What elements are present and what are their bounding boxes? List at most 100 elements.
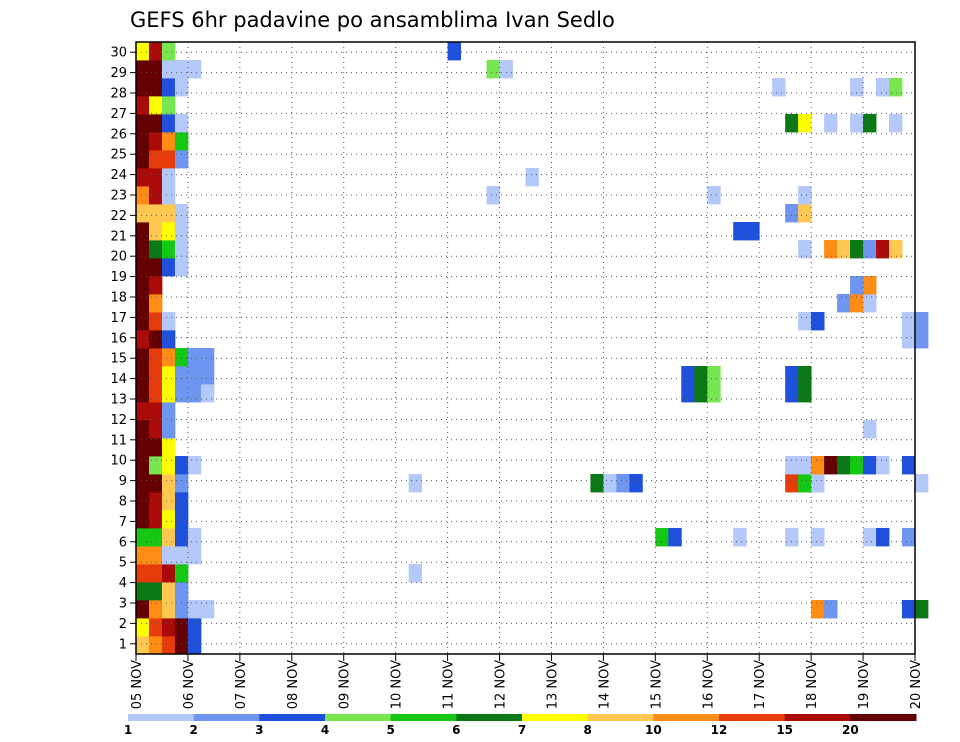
precip-cell <box>174 222 189 241</box>
precip-cell <box>148 168 163 187</box>
precip-cell <box>915 330 929 349</box>
precip-cell <box>136 456 150 475</box>
x-tick-label: 05 NOV <box>130 660 145 709</box>
precip-cell <box>148 474 163 493</box>
precip-cell <box>161 240 176 259</box>
precip-cell <box>187 546 202 565</box>
precip-cell <box>798 312 812 331</box>
precip-cell <box>148 582 163 601</box>
colorbar-swatch <box>128 714 195 721</box>
x-tick-label: 17 NOV <box>753 660 768 709</box>
precip-cell <box>161 258 176 277</box>
precip-cell <box>876 78 890 97</box>
precip-cell <box>876 240 890 259</box>
y-tick-label: 2 <box>119 617 127 632</box>
colorbar-label: 2 <box>189 723 197 737</box>
precip-cell <box>603 474 617 493</box>
precip-cell <box>876 456 890 475</box>
precip-cell <box>161 312 176 331</box>
precip-cell <box>161 510 176 529</box>
precip-cell <box>174 60 189 79</box>
precip-cell <box>174 240 189 259</box>
precip-cell <box>850 78 864 97</box>
colorbar-label: 5 <box>386 723 394 737</box>
x-tick-label: 20 NOV <box>909 660 924 709</box>
precip-cell <box>161 168 176 187</box>
precip-cell <box>148 438 163 457</box>
y-tick-label: 4 <box>119 576 127 591</box>
precip-cell <box>148 420 163 439</box>
precip-cell <box>798 114 812 133</box>
precip-cell <box>161 618 176 637</box>
precip-cell <box>200 600 215 619</box>
colorbar-label: 4 <box>321 723 329 737</box>
precip-cell <box>174 618 189 637</box>
precip-cell <box>850 240 864 259</box>
precip-cell <box>148 618 163 637</box>
precip-cell <box>136 330 150 349</box>
y-tick-label: 10 <box>110 454 127 469</box>
precip-cell <box>187 456 202 475</box>
colorbar-label: 8 <box>583 723 591 737</box>
x-tick-label: 12 NOV <box>494 660 509 709</box>
precip-cell <box>798 366 812 385</box>
precip-cell <box>707 384 721 403</box>
y-tick-label: 13 <box>110 393 127 408</box>
precip-cell <box>837 456 851 475</box>
y-tick-label: 22 <box>110 209 127 224</box>
precip-cell <box>148 348 163 367</box>
precip-cell <box>148 330 163 349</box>
precip-cell <box>136 168 150 187</box>
precip-cell <box>187 366 202 385</box>
y-tick-label: 15 <box>110 352 127 367</box>
dotted-grid <box>136 42 915 654</box>
precip-cell <box>798 384 812 403</box>
precip-cell <box>136 132 150 151</box>
precip-cell <box>161 636 176 655</box>
x-tick-label: 18 NOV <box>805 660 820 709</box>
colorbar-swatch <box>522 714 589 721</box>
y-tick-label: 20 <box>110 250 127 265</box>
precip-cell <box>136 186 150 205</box>
colorbar-label: 3 <box>255 723 263 737</box>
precip-cell <box>136 546 150 565</box>
precip-cell <box>161 420 176 439</box>
precip-cell <box>148 222 163 241</box>
x-tick-label: 13 NOV <box>545 660 560 709</box>
colorbar-label: 7 <box>518 723 526 737</box>
colorbar-swatch <box>784 714 851 721</box>
precip-cell <box>863 114 877 133</box>
precip-cell <box>824 114 838 133</box>
precip-cell <box>837 294 851 313</box>
precip-cell <box>161 222 176 241</box>
precip-cell <box>148 150 163 169</box>
precip-cell <box>148 636 163 655</box>
x-tick-label: 11 NOV <box>442 660 457 709</box>
precip-cell <box>863 240 877 259</box>
precip-cell <box>161 150 176 169</box>
plot-frame <box>135 41 916 655</box>
precip-cell <box>148 402 163 421</box>
precip-cell <box>499 60 513 79</box>
precip-cell <box>902 600 916 619</box>
precip-cell <box>486 186 500 205</box>
precip-cell <box>148 564 163 583</box>
precip-cell <box>136 510 150 529</box>
precip-cell <box>811 456 825 475</box>
colorbar-swatch <box>653 714 720 721</box>
precip-cell <box>136 114 150 133</box>
precip-cell <box>798 204 812 223</box>
precip-cell <box>136 528 150 547</box>
precip-cell <box>161 528 176 547</box>
y-tick-label: 16 <box>110 331 127 346</box>
colorbar-swatch <box>325 714 392 721</box>
precip-cell <box>148 96 163 115</box>
precip-cell <box>902 330 916 349</box>
precip-cell <box>136 636 150 655</box>
precip-cell <box>915 600 929 619</box>
precip-cell <box>136 150 150 169</box>
precip-cell <box>148 312 163 331</box>
precip-cell <box>187 384 202 403</box>
precipitation-cells <box>136 42 929 655</box>
precip-cell <box>161 402 176 421</box>
